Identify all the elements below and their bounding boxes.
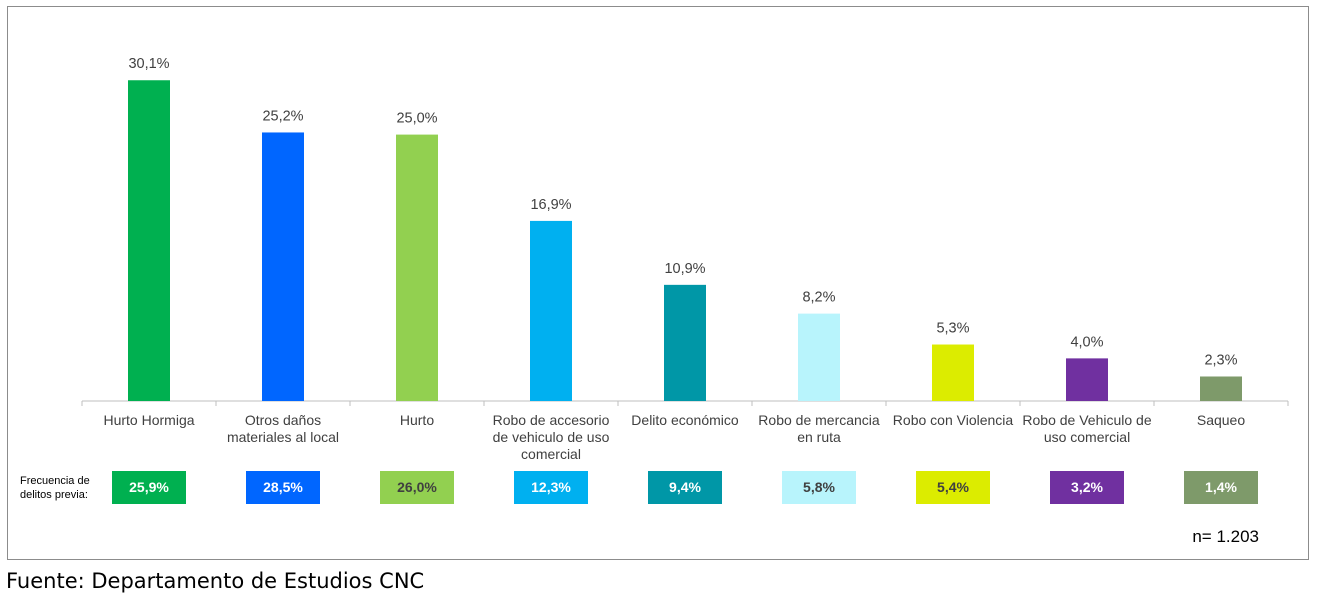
bar-value-label: 5,3% [936,321,969,337]
category-label: Robo con Violencia [886,412,1020,429]
category-label-line: uso comercial [1043,429,1131,445]
category-label-line: Delito económico [631,412,739,428]
category-label-line: en ruta [797,429,841,445]
category-label: Otros daños materiales al local [216,412,350,446]
previous-frequency-label: Frecuencia de delitos previa: [20,474,90,502]
bar [932,344,974,401]
category-label-line: Saqueo [1196,412,1246,428]
category-label: Robo de Vehiculo de uso comercial [1020,412,1154,446]
category-label-line: de vehiculo de uso [492,429,610,445]
source-note: Fuente: Departamento de Estudios CNC [6,569,425,593]
previous-frequency-value: 28,5% [246,471,320,504]
previous-frequency-value: 3,2% [1050,471,1124,504]
bar [396,134,438,401]
bar [798,313,840,401]
category-label: Hurto Hormiga [82,412,216,429]
category-label-line: Robo con Violencia [892,412,1014,428]
previous-frequency-value: 26,0% [380,471,454,504]
category-label: Hurto [350,412,484,429]
sample-size: n= 1.203 [1192,527,1259,546]
previous-frequency-value: 5,4% [916,471,990,504]
bar [1200,376,1242,401]
bar-value-label: 8,2% [802,290,835,306]
bar [530,220,572,401]
previous-frequency-label-line: delitos previa: [20,489,88,501]
bar [664,284,706,401]
bar [262,132,304,401]
previous-frequency-value: 12,3% [514,471,588,504]
category-label-line: comercial [521,446,581,462]
bar-value-label: 25,2% [262,108,303,124]
category-label: Saqueo [1154,412,1288,429]
chart-frame [7,6,1309,560]
category-label: Delito económico [618,412,752,429]
bar-value-label: 4,0% [1070,334,1103,350]
category-label: Robo de accesorio de vehiculo de uso comer… [484,412,618,463]
category-label-line: Robo de mercancia [758,412,880,428]
bar [1066,358,1108,401]
bar [128,80,170,401]
bar-value-label: 2,3% [1204,352,1237,368]
previous-frequency-label-line: Frecuencia de [20,475,90,487]
previous-frequency-value: 9,4% [648,471,722,504]
category-label-line: Hurto Hormiga [103,412,195,428]
category-label-line: materiales al local [226,429,340,445]
category-label-line: Hurto [399,412,435,428]
category-label-line: Robo de accesorio [492,412,610,428]
previous-frequency-value: 1,4% [1184,471,1258,504]
category-label-line: Otros daños [244,412,322,428]
previous-frequency-value: 5,8% [782,471,856,504]
bar-value-label: 10,9% [664,261,705,277]
category-label: Robo de mercancia en ruta [752,412,886,446]
bar-value-label: 30,1% [128,56,169,72]
bar-value-label: 16,9% [530,197,571,213]
category-label-line: Robo de Vehiculo de [1022,412,1152,428]
bar-value-label: 25,0% [396,111,437,127]
previous-frequency-value: 25,9% [112,471,186,504]
